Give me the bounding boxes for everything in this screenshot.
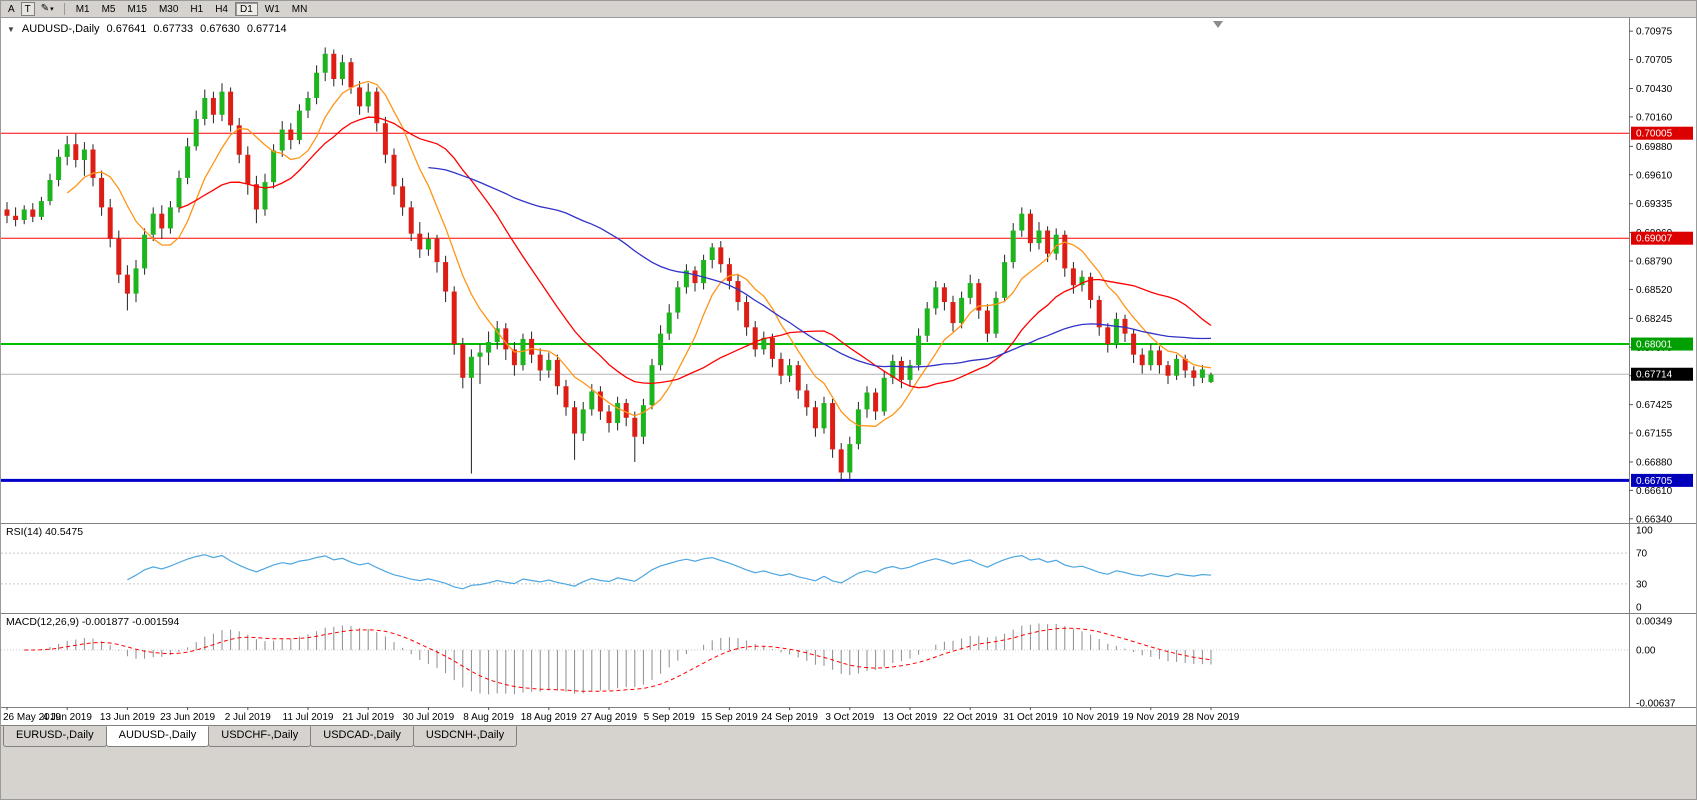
- symbol-tab-audusd[interactable]: AUDUSD-,Daily: [106, 726, 210, 747]
- symbol-tab-usdcnh[interactable]: USDCNH-,Daily: [413, 726, 517, 747]
- timeframe-button-h4[interactable]: H4: [210, 2, 233, 16]
- ohlc-low: 0.67630: [200, 23, 240, 35]
- svg-text:0.67155: 0.67155: [1636, 429, 1673, 440]
- svg-text:13 Oct 2019: 13 Oct 2019: [883, 712, 938, 723]
- ohlc-high: 0.67733: [153, 23, 193, 35]
- rsi-axis-label: 30: [1636, 579, 1648, 590]
- timeframe-button-w1[interactable]: W1: [260, 2, 285, 16]
- timeframe-button-m30[interactable]: M30: [154, 2, 183, 16]
- toolbar: A T ✎▾ M1M5M15M30H1H4D1W1MN: [1, 1, 1696, 18]
- svg-text:15 Sep 2019: 15 Sep 2019: [701, 712, 758, 723]
- pen-icon: ✎: [41, 3, 49, 14]
- svg-text:11 Jul 2019: 11 Jul 2019: [283, 712, 334, 723]
- chart-background: [1, 18, 1697, 725]
- mt4-window: A T ✎▾ M1M5M15M30H1H4D1W1MN ▼ AUDUSD-,Da…: [0, 0, 1697, 800]
- axis-price-badge-label: 0.68001: [1636, 340, 1673, 351]
- svg-text:0.70430: 0.70430: [1636, 84, 1673, 95]
- axis-price-badge-label: 0.69007: [1636, 234, 1673, 245]
- toolbar-button-a[interactable]: A: [4, 2, 19, 16]
- svg-text:4 Jun 2019: 4 Jun 2019: [42, 712, 92, 723]
- timeframe-button-h1[interactable]: H1: [185, 2, 208, 16]
- draw-tool-button[interactable]: ✎▾: [37, 2, 58, 16]
- axis-price-badge-label: 0.66705: [1636, 476, 1673, 487]
- svg-text:21 Jul 2019: 21 Jul 2019: [342, 712, 394, 723]
- svg-text:0.66340: 0.66340: [1636, 514, 1673, 525]
- svg-text:24 Sep 2019: 24 Sep 2019: [761, 712, 818, 723]
- symbol-tab-usdcad[interactable]: USDCAD-,Daily: [310, 726, 414, 747]
- chart-header: ▼ AUDUSD-,Daily 0.67641 0.67733 0.67630 …: [7, 23, 287, 35]
- svg-text:19 Nov 2019: 19 Nov 2019: [1122, 712, 1179, 723]
- svg-text:28 Nov 2019: 28 Nov 2019: [1183, 712, 1240, 723]
- svg-text:8 Aug 2019: 8 Aug 2019: [463, 712, 514, 723]
- rsi-axis-label: 70: [1636, 549, 1648, 560]
- timeframe-button-m1[interactable]: M1: [71, 2, 95, 16]
- symbol-label: AUDUSD-,Daily: [22, 23, 100, 35]
- symbol-tab-usdchf[interactable]: USDCHF-,Daily: [208, 726, 311, 747]
- svg-text:23 Jun 2019: 23 Jun 2019: [160, 712, 215, 723]
- svg-text:0.69880: 0.69880: [1636, 142, 1673, 153]
- svg-text:5 Sep 2019: 5 Sep 2019: [644, 712, 696, 723]
- svg-text:0.69335: 0.69335: [1636, 199, 1673, 210]
- collapse-icon[interactable]: ▼: [7, 25, 15, 34]
- svg-text:27 Aug 2019: 27 Aug 2019: [581, 712, 638, 723]
- svg-text:22 Oct 2019: 22 Oct 2019: [943, 712, 998, 723]
- svg-text:31 Oct 2019: 31 Oct 2019: [1003, 712, 1058, 723]
- svg-text:0.70160: 0.70160: [1636, 112, 1673, 123]
- svg-text:0.67425: 0.67425: [1636, 400, 1673, 411]
- chart-canvas[interactable]: 0.70975 0.70705 0.70430 0.70160 0.69880 0.696…: [1, 18, 1697, 725]
- timeframe-button-mn[interactable]: MN: [287, 2, 313, 16]
- svg-text:0.66880: 0.66880: [1636, 457, 1673, 468]
- rsi-axis-label: 0: [1636, 603, 1642, 614]
- svg-text:0.68245: 0.68245: [1636, 314, 1673, 325]
- axis-price-badge-label: 0.70005: [1636, 129, 1673, 140]
- timeframe-button-m5[interactable]: M5: [97, 2, 121, 16]
- svg-text:10 Nov 2019: 10 Nov 2019: [1062, 712, 1119, 723]
- svg-text:0.68520: 0.68520: [1636, 285, 1673, 296]
- timeframe-button-d1[interactable]: D1: [235, 2, 258, 16]
- symbol-tab-eurusd[interactable]: EURUSD-,Daily: [3, 726, 107, 747]
- toolbar-button-t[interactable]: T: [21, 2, 35, 16]
- svg-text:2 Jul 2019: 2 Jul 2019: [225, 712, 272, 723]
- svg-text:13 Jun 2019: 13 Jun 2019: [100, 712, 155, 723]
- ohlc-open: 0.67641: [107, 23, 147, 35]
- svg-text:0.69610: 0.69610: [1636, 170, 1673, 181]
- timeframe-group: M1M5M15M30H1H4D1W1MN: [71, 2, 313, 16]
- svg-text:3 Oct 2019: 3 Oct 2019: [825, 712, 874, 723]
- svg-text:18 Aug 2019: 18 Aug 2019: [521, 712, 578, 723]
- svg-text:0.66610: 0.66610: [1636, 486, 1673, 497]
- symbol-tab-bar: EURUSD-,DailyAUDUSD-,DailyUSDCHF-,DailyU…: [1, 725, 1696, 747]
- rsi-pane-title: RSI(14) 40.5475: [6, 526, 83, 538]
- svg-text:0.70705: 0.70705: [1636, 55, 1673, 66]
- ohlc-close: 0.67714: [247, 23, 287, 35]
- axis-price-badge-label: 0.67714: [1636, 370, 1673, 381]
- svg-text:0.70975: 0.70975: [1636, 27, 1673, 38]
- chevron-down-icon: ▾: [50, 6, 54, 13]
- macd-axis-label: 0.00349: [1636, 616, 1673, 627]
- svg-text:0.68790: 0.68790: [1636, 257, 1673, 268]
- rsi-axis-label: 100: [1636, 526, 1653, 537]
- macd-pane-title: MACD(12,26,9) -0.001877 -0.001594: [6, 616, 180, 628]
- toolbar-separator: [64, 3, 65, 15]
- svg-text:30 Jul 2019: 30 Jul 2019: [403, 712, 455, 723]
- macd-axis-label: -0.00637: [1636, 698, 1676, 709]
- macd-axis-label: 0.00: [1636, 646, 1656, 657]
- timeframe-button-m15[interactable]: M15: [123, 2, 152, 16]
